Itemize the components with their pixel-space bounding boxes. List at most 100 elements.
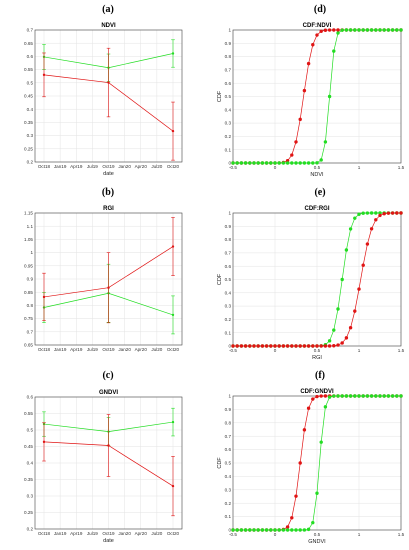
cdf-point (290, 161, 294, 165)
cdf-point (340, 341, 344, 345)
cdf-point (239, 528, 244, 532)
panel-letter: (e) (314, 187, 325, 198)
y-tick-label: 0.55 (24, 411, 33, 416)
x-tick-label: Jan19 (54, 164, 67, 169)
cdf-point (235, 528, 239, 532)
cdf-point (332, 28, 336, 32)
y-tick-label: 0.35 (24, 120, 33, 125)
cdf-point (243, 161, 248, 165)
x-tick-label: Jul20 (151, 164, 162, 169)
axes-frame (34, 396, 183, 530)
cdf-point (344, 336, 349, 340)
cdf-point (344, 248, 349, 252)
cdf-point (315, 394, 319, 399)
cdf-point (332, 49, 336, 53)
y-tick-label: 0.9 (225, 41, 232, 46)
cdf-point (386, 394, 391, 398)
cdf-point (348, 227, 353, 231)
y-tick-label: 0.8 (27, 303, 34, 308)
y-tick-label: 0 (228, 344, 231, 349)
y-tick-label: 0.2 (27, 160, 34, 165)
y-axis-label: CDF (217, 273, 223, 285)
y-tick-label: 0.9 (27, 277, 34, 282)
cdf-point (290, 344, 294, 348)
x-tick-label: 1.5 (398, 165, 405, 170)
cdf-point (294, 528, 298, 532)
x-tick-label: Jul20 (151, 347, 162, 352)
cdf-point (256, 528, 260, 532)
cdf-point (348, 325, 353, 330)
cdf-point (357, 212, 361, 216)
data-point (42, 440, 46, 444)
y-tick-label: 0.5 (225, 461, 232, 466)
x-tick-label: Apr19 (70, 164, 83, 169)
x-tick-label: 1.5 (398, 348, 405, 353)
cdf-point (369, 227, 374, 231)
y-tick-label: 0.55 (24, 67, 33, 72)
x-tick-label: Jul20 (151, 531, 162, 536)
cdf-point (374, 218, 378, 222)
cdf-point (365, 28, 370, 32)
y-tick-label: 0.25 (24, 510, 33, 515)
cdf-point (382, 212, 386, 216)
cdf-point (378, 213, 382, 218)
cdf-point (231, 344, 235, 348)
cdf-point (235, 161, 239, 165)
x-tick-label: Oct18 (38, 164, 51, 169)
x-tick-label: Oct18 (38, 347, 51, 352)
cdf-point (332, 344, 336, 348)
y-axis-label: CDF (217, 457, 223, 469)
cdf-point (273, 161, 277, 165)
chart-title: CDF:RGI (305, 206, 330, 212)
cdf-point (332, 394, 336, 398)
data-point (107, 286, 110, 289)
cdf-point (311, 43, 315, 47)
cdf-point (369, 394, 374, 398)
cdf-point (323, 405, 328, 409)
y-tick-label: 0.45 (24, 94, 33, 99)
cdf-point (315, 33, 319, 37)
chart-title: CDF:NDVI (303, 23, 332, 29)
x-tick-label: Jul19 (87, 531, 98, 536)
cdf-point (248, 528, 252, 532)
chart-title: NDVI (101, 23, 116, 29)
data-point (171, 52, 175, 55)
y-tick-label: 0.75 (24, 316, 33, 321)
cdf-point (294, 344, 298, 348)
y-tick-label: 0.5 (27, 80, 34, 85)
cdf-point (332, 328, 336, 332)
cdf-point (298, 161, 302, 165)
y-tick-label: 0.3 (225, 121, 232, 126)
cdf-point (306, 406, 311, 410)
cdf-point (252, 344, 256, 348)
cdf-point (374, 28, 378, 32)
y-tick-label: 1.1 (27, 224, 34, 229)
cdf-point (281, 528, 286, 532)
cdf-point (323, 140, 328, 144)
x-tick-label: 1.5 (398, 532, 405, 537)
cdf-point (269, 344, 273, 348)
y-tick-label: 0.35 (24, 477, 33, 482)
x-tick-label: -0.5 (229, 532, 237, 537)
cdf-point (294, 161, 298, 165)
x-tick-label: Apr19 (70, 531, 83, 536)
cdf-point (256, 344, 260, 348)
cdf-point (319, 158, 323, 162)
y-axis-label: CDF (217, 90, 223, 102)
cdf-point (235, 344, 239, 348)
cdf-point (298, 117, 302, 122)
cdf-point (382, 28, 386, 32)
panel-a: (a) NDVI 0.2 0.25 0.3 0.35 0.4 0.45 0.5 0.55 0.6 0.… (24, 4, 183, 177)
cdf-point (386, 211, 391, 215)
x-tick-label: 0 (274, 165, 277, 170)
cdf-point (281, 344, 286, 348)
cdf-point (243, 344, 248, 348)
y-tick-label: 0.7 (27, 28, 34, 33)
cdf-point (273, 344, 277, 348)
cdf-point (248, 344, 252, 348)
x-tick-label: Jan20 (118, 164, 131, 169)
y-tick-label: 0.45 (24, 444, 33, 449)
cdf-point (285, 528, 290, 532)
cdf-point (269, 161, 273, 165)
